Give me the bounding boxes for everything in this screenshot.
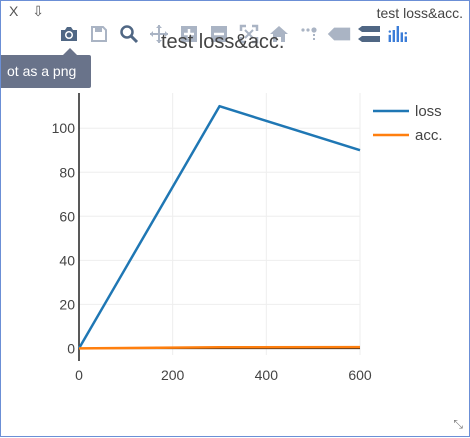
series-line-loss [77,104,361,350]
y-tick-label: 100 [52,120,76,136]
y-tick-label: 60 [59,208,75,224]
y-tick-label: 0 [67,340,75,356]
legend-label: loss [415,103,442,120]
legend-label: acc. [415,127,443,144]
pan-icon[interactable] [147,22,171,46]
download-control[interactable]: ⇩ [32,3,44,19]
x-tick-label: 200 [161,367,185,383]
x-tick-label: 0 [75,367,83,383]
modebar-tooltip: ot as a png [1,48,91,88]
zoom-in-icon[interactable] [177,22,201,46]
hover-compare-icon[interactable] [357,22,381,46]
y-tick-label: 20 [59,296,75,312]
zoom-out-icon[interactable] [207,22,231,46]
x-tick-label: 600 [348,367,372,383]
zoom-icon[interactable] [117,22,141,46]
y-tick-label: 40 [59,252,75,268]
resize-handle-icon[interactable]: ⤡ [453,417,463,431]
spike-lines-icon[interactable] [297,22,321,46]
plotly-logo-icon[interactable] [387,22,411,46]
y-tick-label: 80 [59,164,75,180]
modebar [57,21,411,47]
save-icon[interactable] [87,22,111,46]
series-line-acc [78,345,361,350]
close-control[interactable]: X [9,3,19,19]
autoscale-icon[interactable] [237,22,261,46]
hover-closest-icon[interactable] [327,22,351,46]
camera-icon[interactable] [57,22,81,46]
home-icon[interactable] [267,22,291,46]
chart-title: test loss&acc. [161,31,285,53]
window-controls: X ⇩ [9,3,54,20]
window-title: test loss&acc. [376,5,463,21]
x-tick-label: 400 [255,367,279,383]
